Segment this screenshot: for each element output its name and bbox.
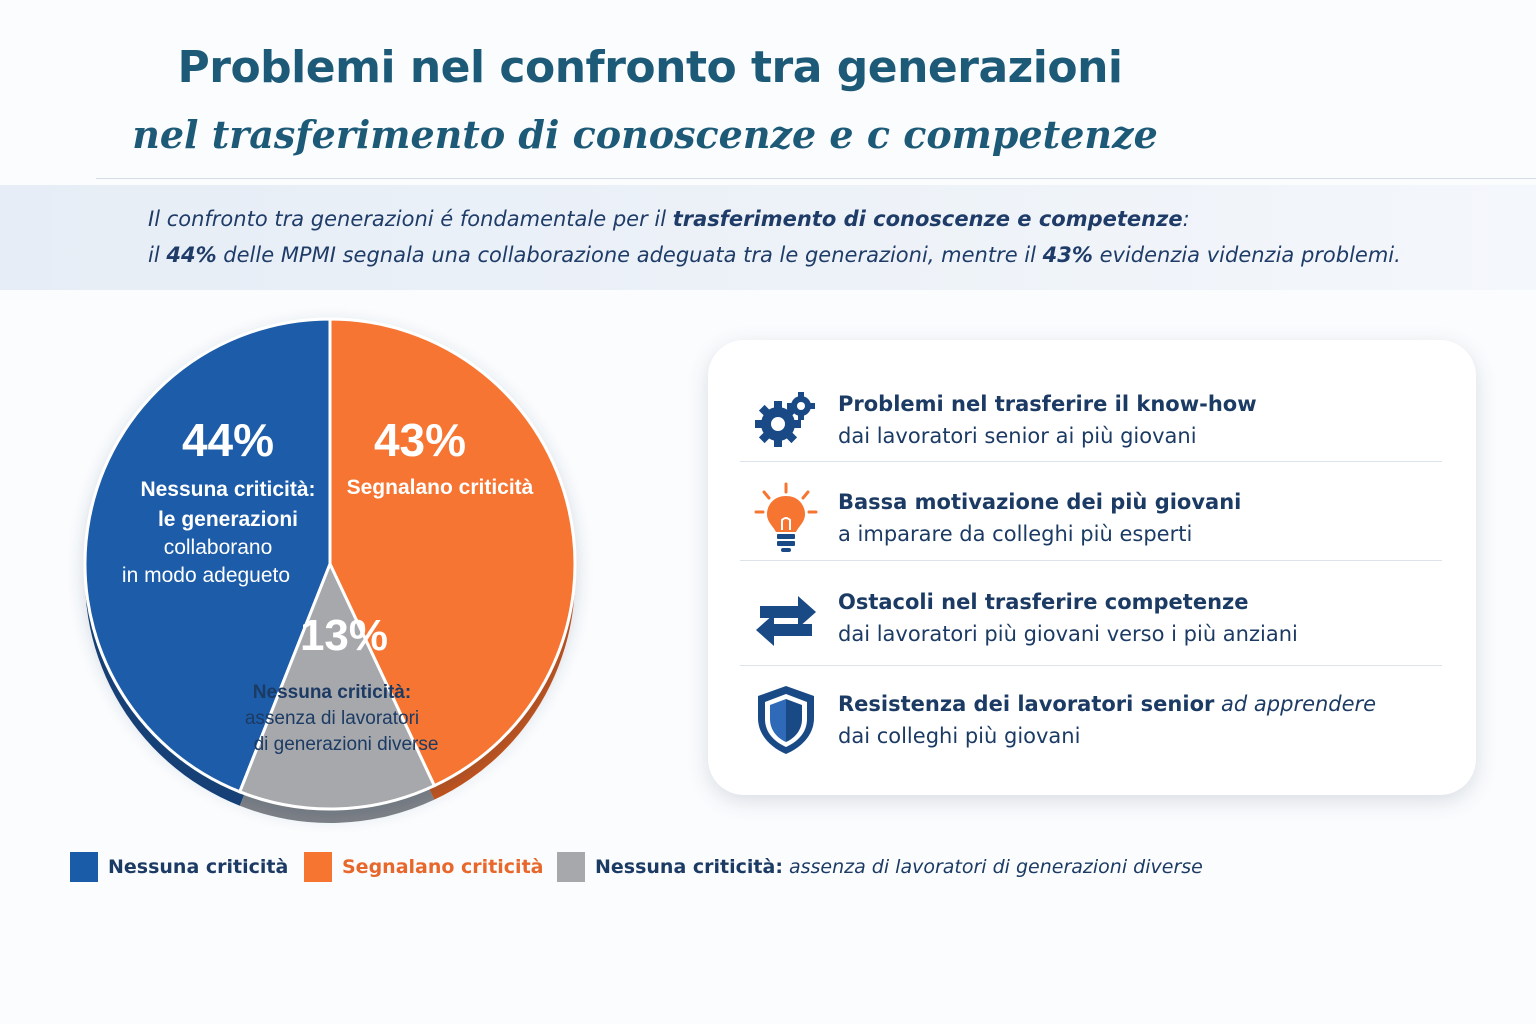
issues-card: Problemi nel trasferire il know-how dai … <box>708 340 1476 795</box>
issue-item-know-how: Problemi nel trasferire il know-how dai … <box>740 378 1442 476</box>
pie-slice-description: Nessuna criticità: <box>140 478 315 501</box>
divider <box>740 560 1442 561</box>
issue-title: Resistenza dei lavoratori senior ad appr… <box>838 692 1377 716</box>
issue-title: Bassa motivazione dei più giovani <box>838 490 1242 514</box>
legend-swatch <box>70 852 98 882</box>
issue-title: Ostacoli nel trasferire competenze <box>838 590 1249 614</box>
pie-slice-description: di generazioni diverse <box>254 734 439 755</box>
pie-value-label: 13% <box>300 611 388 660</box>
issue-text: dai colleghi più giovani <box>838 724 1081 748</box>
page-subtitle: nel trasferimento di conoscenze e c comp… <box>132 112 1158 157</box>
divider <box>740 665 1442 666</box>
exchange-arrows-icon <box>756 596 816 646</box>
issue-text: dai lavoratori più giovani verso i più a… <box>838 622 1298 646</box>
issue-title: Problemi nel trasferire il know-how <box>838 392 1257 416</box>
gears-icon <box>755 392 815 447</box>
legend-label: Segnalano criticità <box>342 856 544 878</box>
issue-item-ostacoli: Ostacoli nel trasferire competenze dai l… <box>740 576 1442 674</box>
page-title: Problemi nel confronto tra generazioni <box>177 42 1123 93</box>
issue-item-resistenza: Resistenza dei lavoratori senior ad appr… <box>740 678 1442 776</box>
pie-slice-description: Segnalano criticità <box>347 476 534 499</box>
legend-swatch <box>557 852 585 882</box>
issue-text: a imparare da colleghi più esperti <box>838 522 1193 546</box>
lightbulb-icon <box>754 482 818 552</box>
intro-banner: Il confronto tra generazioni é fondament… <box>0 185 1536 290</box>
pie-slice-43pct <box>328 317 577 788</box>
pie-labels: 44% Nessuna criticità: le generazioni colla… <box>122 414 534 755</box>
pie-slice-44pct <box>83 317 332 794</box>
pie-chart: 44% Nessuna criticità: le generazioni colla… <box>83 317 577 823</box>
pie-slice-description: collaborano <box>164 536 273 559</box>
intro-line-1: Il confronto tra generazioni é fondament… <box>148 207 1190 231</box>
pie-slice-13pct <box>237 560 437 811</box>
intro-line-2: il 44% delle MPMI segnala una collaboraz… <box>148 243 1401 267</box>
issue-item-motivazione: Bassa motivazione dei più giovani a impa… <box>740 476 1442 574</box>
pie-slices <box>83 317 577 811</box>
pie-slice-description: in modo adegueto <box>122 564 290 587</box>
pie-slice-description: Nessuna criticità: <box>253 682 411 703</box>
pie-slice-description: assenza di lavoratori <box>245 708 419 729</box>
legend-label: Nessuna criticità: assenza di lavoratori… <box>595 856 1203 878</box>
pie-slice-description: le generazioni <box>158 508 298 531</box>
divider <box>96 178 1536 179</box>
divider <box>740 461 1442 462</box>
pie-value-label: 43% <box>374 414 466 466</box>
legend-label: Nessuna criticità <box>108 856 289 878</box>
pie-value-label: 44% <box>182 414 274 466</box>
issue-text: dai lavoratori senior ai più giovani <box>838 424 1197 448</box>
legend-swatch <box>304 852 332 882</box>
shield-icon <box>758 686 814 754</box>
